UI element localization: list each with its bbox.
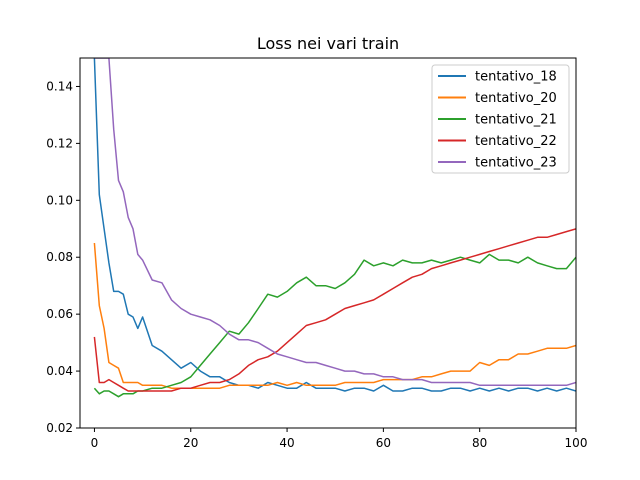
- series-line-tentativo-20: [93, 242, 576, 389]
- series-line-tentativo-22: [93, 228, 576, 392]
- y-tick-label: 0.12: [46, 136, 73, 150]
- legend-label: tentativo_23: [475, 156, 557, 171]
- legend: tentativo_18 tentativo_20 tentativo_21tent…: [431, 64, 570, 174]
- y-tick-label: 0.04: [46, 364, 73, 378]
- x-tick-label: 40: [279, 436, 294, 450]
- legend-label: tentativo_20: [475, 91, 557, 106]
- y-tick-label: 0.08: [46, 250, 73, 264]
- x-tick-label: 0: [91, 436, 99, 450]
- series-layer: [93, 58, 576, 398]
- legend-label: tentativo_18: [475, 70, 557, 85]
- y-tick-label: 0.06: [46, 307, 73, 321]
- x-tick-label: 80: [472, 436, 487, 450]
- series-line-tentativo-23: [94, 58, 576, 387]
- legend-label: tentativo_22: [475, 134, 557, 149]
- y-tick-label: 0.10: [46, 193, 73, 207]
- y-axis: 0.02 0.04 0.06 0.08 0.10 0.12 0.14: [46, 79, 80, 435]
- chart-title: Loss nei vari train: [257, 34, 399, 53]
- x-tick-label: 60: [376, 436, 391, 450]
- x-axis: 0 20 40 60 80 100: [91, 428, 588, 450]
- x-tick-label: 20: [183, 436, 198, 450]
- legend-box: [431, 64, 570, 174]
- plot-area-frame: [79, 57, 577, 429]
- y-tick-label: 0.02: [46, 421, 73, 435]
- y-tick-label: 0.14: [46, 79, 73, 93]
- legend-label: tentativo_21: [475, 113, 557, 128]
- x-tick-label: 100: [565, 436, 588, 450]
